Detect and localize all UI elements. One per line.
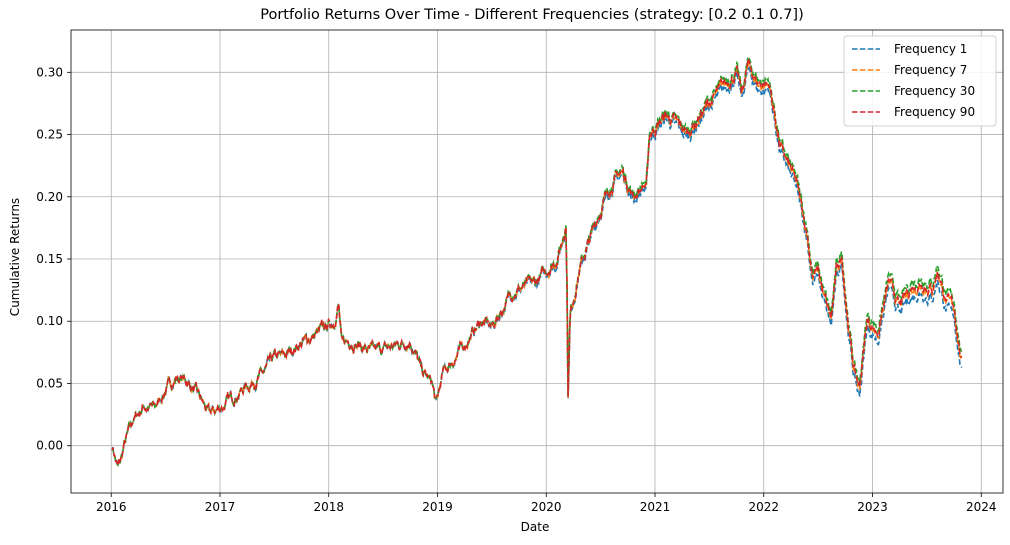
y-tick-label: 0.30 xyxy=(36,65,63,79)
x-tick-label: 2016 xyxy=(96,500,127,514)
x-axis-label: Date xyxy=(521,520,550,534)
series-line-2 xyxy=(111,59,963,467)
plot-frame xyxy=(70,29,1004,494)
y-tick-label: 0.15 xyxy=(36,252,63,266)
y-tick-label: 0.10 xyxy=(36,314,63,328)
x-tick-label: 2019 xyxy=(422,500,453,514)
x-tick-label: 2017 xyxy=(205,500,236,514)
chart-title: Portfolio Returns Over Time - Different … xyxy=(260,7,804,23)
y-tick-label: 0.20 xyxy=(36,190,63,204)
legend-label: Frequency 1 xyxy=(894,42,967,56)
grid xyxy=(71,30,1003,493)
y-tick-label: 0.05 xyxy=(36,376,63,390)
legend-label: Frequency 90 xyxy=(894,105,975,119)
series-line-4 xyxy=(111,57,963,467)
series-lines xyxy=(111,56,963,467)
y-axis-label: Cumulative Returns xyxy=(8,198,22,316)
x-tick-label: 2024 xyxy=(966,500,997,514)
x-tick-label: 2020 xyxy=(531,500,562,514)
legend-box xyxy=(843,35,997,127)
series-line-1 xyxy=(111,66,963,466)
x-tick-label: 2023 xyxy=(857,500,888,514)
y-tick-label: 0.25 xyxy=(36,128,63,142)
x-tick-label: 2021 xyxy=(640,500,671,514)
y-axis: 0.00 0.05 0.10 0.15 0.20 0.25 0.30 xyxy=(36,65,71,453)
series-line-3 xyxy=(111,56,963,467)
legend-label: Frequency 7 xyxy=(894,63,967,77)
x-tick-label: 2022 xyxy=(748,500,779,514)
legend-label: Frequency 30 xyxy=(894,84,975,98)
legend: Frequency 1 Frequency 7 Frequency 30 Freque… xyxy=(843,35,997,127)
y-tick-label: 0.00 xyxy=(36,439,63,453)
x-tick-label: 2018 xyxy=(313,500,344,514)
x-axis: 2016 2017 2018 2019 2020 2021 2022 2023 2024 xyxy=(96,493,997,514)
